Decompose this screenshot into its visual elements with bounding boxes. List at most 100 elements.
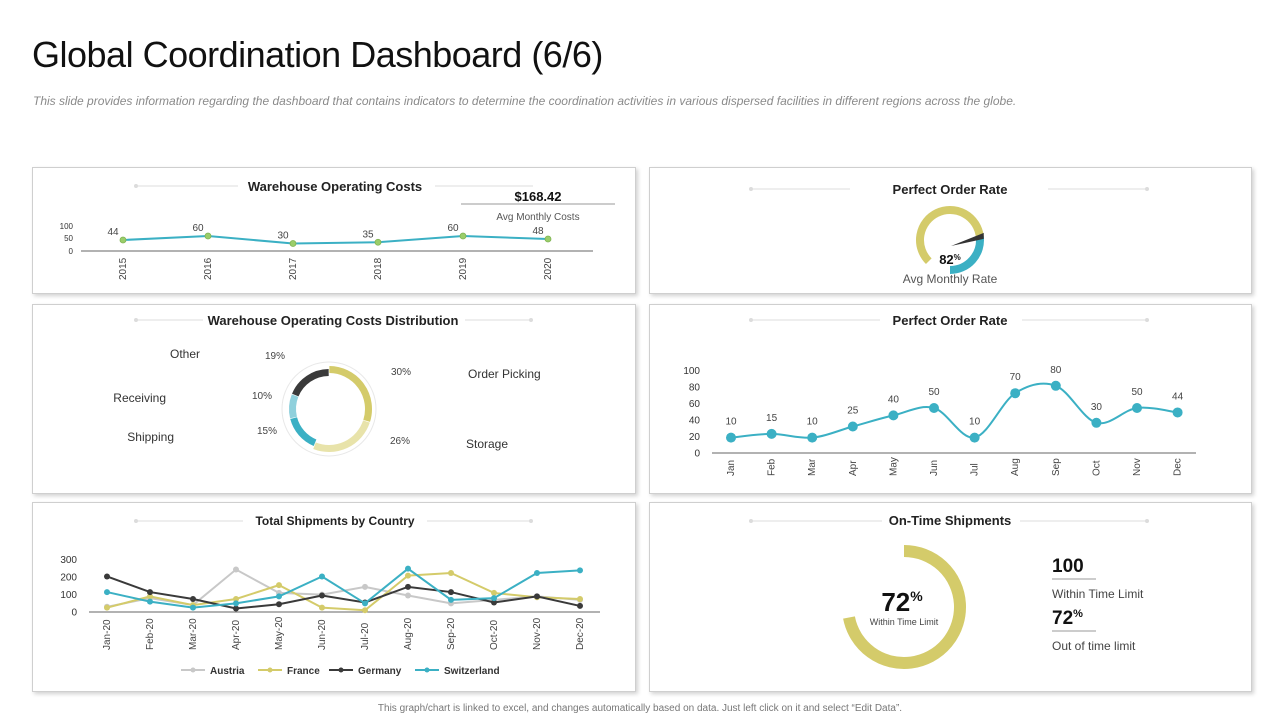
- data-point: [534, 570, 540, 576]
- data-point: [448, 570, 454, 576]
- distribution-chart[interactable]: Warehouse Operating Costs Distribution 3…: [33, 305, 635, 493]
- data-label: 48: [532, 226, 544, 237]
- donut-slice: [292, 369, 329, 397]
- x-tick-label: Feb-20: [145, 618, 156, 650]
- slice-category-label: Storage: [466, 437, 508, 451]
- kpi-value: $168.42: [515, 189, 562, 204]
- data-point: [289, 240, 297, 247]
- slice-percent-label: 19%: [265, 351, 285, 362]
- series-line: [122, 234, 549, 245]
- donut-slice: [313, 420, 370, 452]
- y-tick-label: 0: [71, 608, 77, 619]
- perfect-order-gauge[interactable]: Perfect Order Rate Avg Monthly Rate 82%: [650, 168, 1251, 293]
- data-point: [276, 593, 282, 600]
- data-point: [766, 428, 777, 439]
- footer-note: This graph/chart is linked to excel, and…: [377, 703, 903, 714]
- data-point: [147, 589, 153, 596]
- data-point: [104, 573, 110, 580]
- gauge-label: Avg Monthly Rate: [903, 272, 998, 286]
- x-tick-label: Mar: [807, 458, 818, 476]
- stat1-label: Within Time Limit: [1052, 587, 1144, 601]
- x-tick-label: Sep: [1051, 458, 1062, 476]
- data-point: [104, 589, 110, 596]
- distribution-panel[interactable]: Warehouse Operating Costs Distribution 3…: [32, 304, 636, 494]
- y-tick-label: 20: [689, 432, 701, 443]
- shipments-title: Total Shipments by Country: [255, 514, 414, 528]
- warehouse-costs-chart[interactable]: Warehouse Operating Costs $168.42 Avg Mo…: [33, 168, 635, 293]
- x-tick-label: Sep-20: [446, 617, 457, 650]
- x-tick-label: 2018: [373, 257, 384, 280]
- y-tick-label: 60: [689, 399, 701, 410]
- data-point: [405, 583, 411, 590]
- data-point: [319, 604, 325, 611]
- data-point: [847, 421, 858, 432]
- stat2-unit: %: [1073, 608, 1083, 620]
- donut-slice: [329, 366, 372, 422]
- data-point: [1050, 380, 1061, 391]
- data-label: 30: [277, 231, 289, 242]
- on-time-value: 72%: [881, 587, 923, 617]
- por-title: Perfect Order Rate: [893, 313, 1008, 328]
- slice-percent-label: 10%: [252, 391, 272, 402]
- warehouse-costs-panel[interactable]: Warehouse Operating Costs $168.42 Avg Mo…: [32, 167, 636, 294]
- data-point: [1010, 388, 1021, 399]
- on-time-label: Within Time Limit: [870, 617, 939, 627]
- data-point: [405, 572, 411, 579]
- data-label: 80: [1050, 365, 1062, 376]
- x-tick-label: Dec-20: [575, 617, 586, 650]
- x-tick-label: Feb: [767, 458, 778, 476]
- x-tick-label: Nov-20: [532, 617, 543, 650]
- on-time-chart[interactable]: On-Time Shipments 100 Within Time Limit …: [650, 503, 1251, 691]
- legend-label: Switzerland: [444, 666, 500, 677]
- data-point: [233, 600, 239, 607]
- data-point: [319, 573, 325, 580]
- data-label: 44: [107, 227, 119, 238]
- x-tick-label: Jul: [970, 463, 981, 476]
- data-point: [362, 607, 368, 614]
- data-point: [577, 596, 583, 602]
- data-point: [405, 565, 411, 572]
- data-point: [319, 592, 325, 599]
- gauge-value-number: 82: [939, 252, 953, 267]
- data-point: [491, 599, 497, 606]
- data-label: 44: [1172, 391, 1184, 402]
- x-tick-label: 2015: [118, 257, 129, 280]
- shipments-panel[interactable]: Total Shipments by Country 300 200 100 0 Jan…: [32, 502, 636, 692]
- data-point: [1132, 403, 1142, 413]
- data-point: [276, 601, 282, 608]
- data-point: [726, 432, 736, 443]
- gauge-title: Perfect Order Rate: [893, 182, 1008, 197]
- x-tick-label: Aug-20: [403, 617, 414, 650]
- x-tick-label: Jan: [726, 460, 737, 476]
- data-point: [577, 602, 583, 609]
- donut-slice: [290, 417, 317, 446]
- y-tick-label: 40: [689, 416, 701, 427]
- kpi-label: Avg Monthly Costs: [496, 212, 579, 223]
- legend-label: France: [287, 666, 320, 677]
- data-label: 60: [192, 223, 204, 234]
- data-point: [577, 567, 583, 574]
- data-label: 60: [447, 223, 459, 234]
- data-point: [534, 593, 540, 600]
- gauge-arc-value: [916, 206, 984, 265]
- perfect-order-line-chart[interactable]: Perfect Order Rate 100 80 60 40 20 0 10 Jan 15 Fe…: [650, 305, 1251, 493]
- x-tick-label: 2016: [203, 257, 214, 280]
- page-subtitle: This slide provides information regardin…: [33, 94, 1017, 108]
- on-time-panel[interactable]: On-Time Shipments 100 Within Time Limit …: [649, 502, 1252, 692]
- data-point: [448, 589, 454, 596]
- shipments-chart[interactable]: Total Shipments by Country 300 200 100 0 Jan…: [33, 503, 635, 691]
- warehouse-costs-title: Warehouse Operating Costs: [248, 179, 422, 194]
- perfect-order-gauge-panel[interactable]: Perfect Order Rate Avg Monthly Rate 82%: [649, 167, 1252, 294]
- data-point: [104, 604, 110, 611]
- legend-marker: [190, 667, 196, 673]
- data-point: [204, 232, 212, 240]
- perfect-order-line-panel[interactable]: Perfect Order Rate 100 80 60 40 20 0 10 Jan 15 Fe…: [649, 304, 1252, 494]
- x-tick-label: Apr: [848, 460, 859, 476]
- x-tick-label: Oct-20: [489, 620, 500, 650]
- y-tick-label: 100: [60, 222, 74, 231]
- on-time-title: On-Time Shipments: [889, 513, 1012, 528]
- gauge-value: 82%: [939, 252, 961, 267]
- y-tick-label: 80: [689, 383, 701, 394]
- data-label: 40: [888, 394, 900, 405]
- stat1-value: 100: [1052, 556, 1084, 577]
